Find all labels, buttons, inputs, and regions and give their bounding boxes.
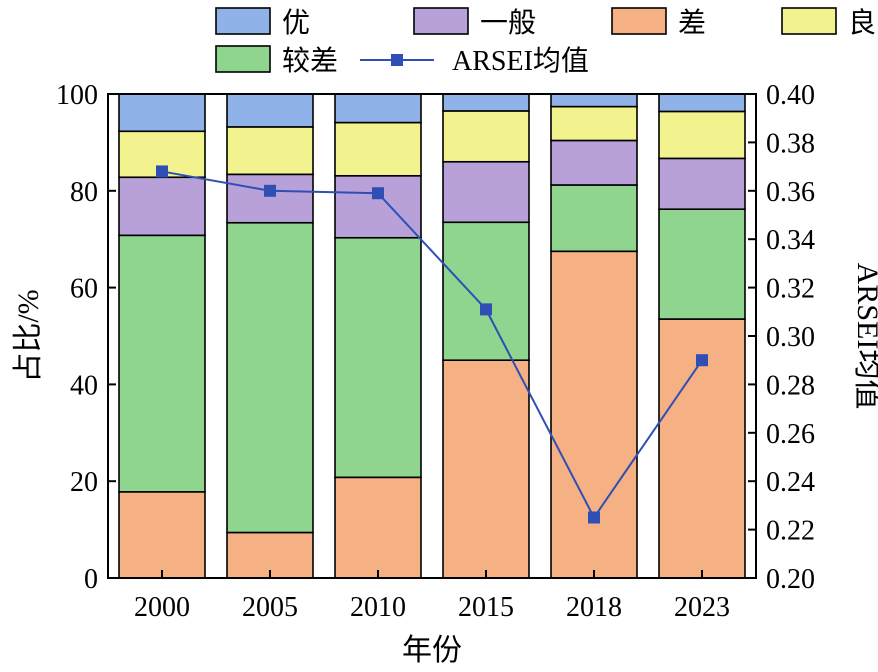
y-right-tick-label: 0.30 [766, 322, 815, 353]
bar-segment-2023-良 [658, 110, 746, 160]
bar-segment-2000-较差 [118, 234, 206, 493]
bar-segment-2018-优 [550, 93, 638, 108]
legend-swatch [215, 7, 271, 35]
bar-segment-2010-一般 [334, 174, 422, 239]
legend-label: 优 [282, 7, 310, 39]
x-tick-label: 2005 [242, 592, 298, 623]
y-right-tick-label: 0.34 [766, 225, 815, 256]
bar-segment-2005-较差 [226, 221, 314, 534]
y-right-tick-label: 0.22 [766, 516, 815, 547]
legend-swatch [781, 7, 837, 35]
bar-segment-2015-良 [442, 110, 530, 163]
y-tick-label: 60 [70, 274, 98, 305]
x-axis-title: 年份 [402, 634, 462, 667]
bar-segment-2010-较差 [334, 236, 422, 479]
y-right-tick-label: 0.38 [766, 128, 815, 159]
x-tick-label: 2000 [134, 592, 190, 623]
y-right-tick-label: 0.20 [766, 564, 815, 595]
legend-swatch [215, 45, 271, 73]
bar-segment-2018-良 [550, 105, 638, 142]
bar-group [118, 93, 746, 579]
bar-segment-2005-一般 [226, 173, 314, 224]
bar-segment-2015-优 [442, 93, 530, 112]
legend-label: 良 [848, 7, 876, 39]
x-tick-label: 2018 [566, 592, 622, 623]
y-axis-right-title: ARSEI均值 [851, 263, 878, 410]
y-tick-label: 0 [84, 564, 98, 595]
bar-segment-2010-优 [334, 93, 422, 124]
y-right-tick-label: 0.28 [766, 370, 815, 401]
y-right-tick-label: 0.36 [766, 177, 815, 208]
bar-segment-2015-较差 [442, 221, 530, 361]
line-marker-2005 [264, 184, 276, 197]
line-marker-2023 [696, 354, 708, 367]
legend-line-marker [391, 54, 403, 66]
y-tick-label: 100 [56, 80, 98, 111]
legend: 优 一般 差 良较差 ARSEI均值 [215, 7, 876, 77]
line-marker-2018 [588, 511, 600, 524]
bar-segment-2010-良 [334, 121, 422, 177]
line-series-path [161, 170, 703, 520]
bar-segment-2018-差 [550, 250, 638, 579]
legend-label: ARSEI均值 [452, 45, 589, 77]
bar-segment-2023-优 [658, 93, 746, 113]
bar-segment-2023-一般 [658, 157, 746, 210]
y-right-tick-label: 0.32 [766, 274, 815, 305]
bar-segment-2018-一般 [550, 139, 638, 186]
line-series-group [156, 165, 708, 524]
line-marker-2010 [372, 187, 384, 200]
line-marker-2000 [156, 165, 168, 178]
legend-swatch [413, 7, 469, 35]
legend-label: 差 [678, 7, 706, 39]
y-axis-title: 占比/% [12, 289, 45, 382]
y-right-tick-label: 0.40 [766, 80, 815, 111]
legend-label: 一般 [480, 7, 536, 39]
y-right-tick-label: 0.24 [766, 467, 815, 498]
bar-segment-2000-差 [118, 491, 206, 579]
axes: 0 20 40 60 80 100 0.20 0.22 0.24 0.26 0.28 0.30 0.32… [56, 80, 815, 623]
y-tick-label: 40 [70, 370, 98, 401]
bar-segment-2023-较差 [658, 208, 746, 320]
line-marker-2015 [480, 303, 492, 316]
legend-swatch [611, 7, 667, 35]
legend-label: 较差 [282, 45, 338, 77]
bar-segment-2005-优 [226, 93, 314, 128]
bar-segment-2010-差 [334, 476, 422, 579]
x-tick-label: 2010 [350, 592, 406, 623]
bar-segment-2000-优 [118, 93, 206, 133]
x-tick-label: 2023 [674, 592, 730, 623]
bar-segment-2015-差 [442, 359, 530, 579]
y-right-tick-label: 0.26 [766, 419, 815, 450]
bar-segment-2015-一般 [442, 160, 530, 224]
y-tick-label: 80 [70, 177, 98, 208]
bar-segment-2018-较差 [550, 184, 638, 253]
bar-segment-2005-良 [226, 126, 314, 176]
x-tick-label: 2015 [458, 592, 514, 623]
bar-segment-2000-一般 [118, 176, 206, 237]
y-tick-label: 20 [70, 467, 98, 498]
